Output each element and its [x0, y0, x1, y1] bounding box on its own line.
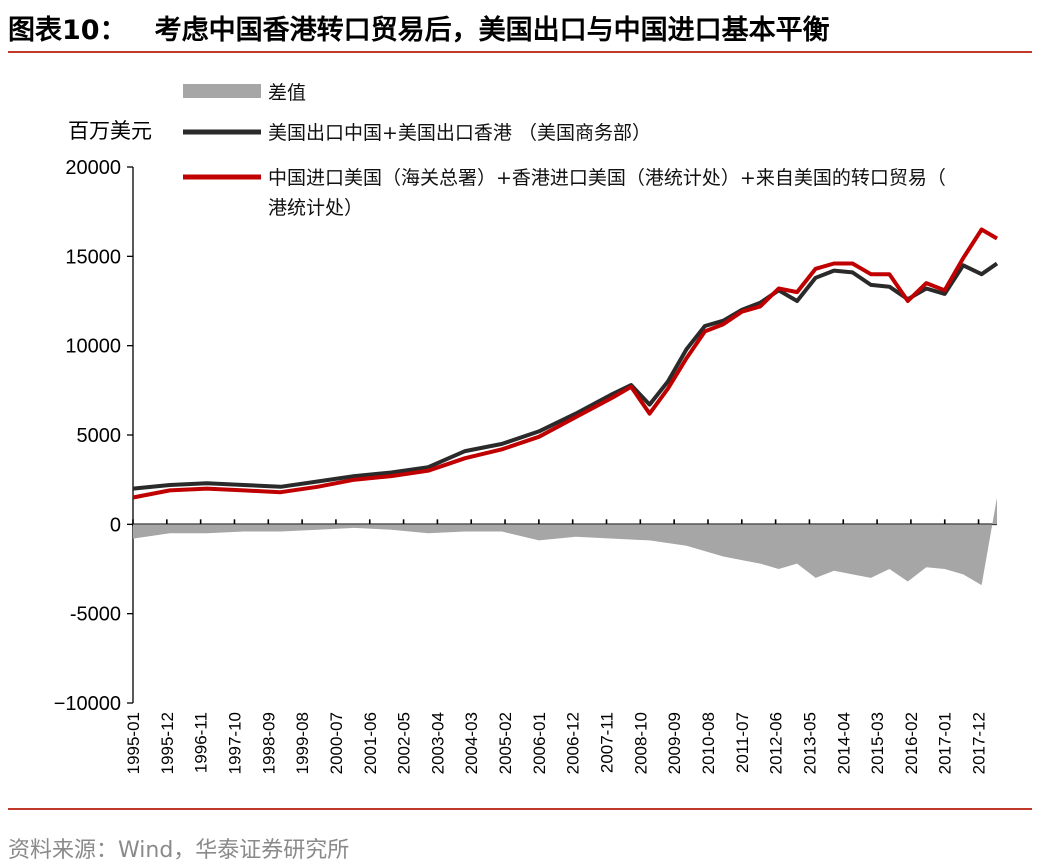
x-tick-label: 2017-12: [970, 712, 989, 774]
x-tick-label: 2007-11: [598, 712, 617, 773]
x-tick-label: 1995-01: [124, 712, 143, 774]
x-tick-label: 2017-01: [936, 712, 955, 774]
y-axis-unit-label: 百万美元: [68, 120, 152, 143]
x-tick-label: 1996-11: [192, 712, 211, 773]
y-tick-label: 10000: [65, 336, 121, 358]
legend-label: 港统计处）: [268, 197, 363, 219]
series-layer: [132, 227, 999, 586]
x-tick-label: 2010-08: [699, 712, 718, 774]
x-tick-label: 2011-07: [733, 712, 752, 773]
x-tick-label: 1998-09: [259, 712, 278, 774]
y-tick-label: −10000: [54, 693, 121, 715]
x-tick-label: 1997-10: [225, 712, 244, 774]
y-tick-label: -5000: [70, 604, 121, 626]
top-rule: [8, 51, 1032, 53]
figure-title: 图表10： 考虑中国香港转口贸易后，美国出口与中国进口基本平衡: [8, 8, 830, 47]
figure-label: 图表10：: [8, 15, 127, 46]
label-layer: −10000 -5000 0 5000 10000 15000 20000 百万美元 1995-…: [54, 120, 989, 774]
x-tick-label: 1995-12: [158, 712, 177, 774]
x-tick-label: 2002-05: [395, 712, 414, 774]
x-tick-label: 2015-03: [868, 712, 887, 774]
legend-label: 中国进口美国（海关总署）+香港进口美国（港统计处）+来自美国的转口贸易（: [268, 167, 946, 189]
x-tick-label: 1999-08: [293, 712, 312, 774]
legend-label: 差值: [268, 82, 306, 104]
x-tick-label: 2009-09: [665, 712, 684, 774]
series-area-difference: [133, 497, 997, 586]
x-tick-label: 2004-03: [462, 712, 481, 774]
y-tick-label: 5000: [77, 425, 122, 447]
x-tick-label: 2016-02: [902, 712, 921, 774]
legend-swatch: [183, 84, 261, 98]
x-tick-label: 2005-02: [496, 712, 515, 774]
y-tick-label: 0: [110, 514, 121, 536]
bottom-rule: [8, 808, 1032, 810]
x-tick-label: 2001-06: [361, 712, 380, 774]
source-note: 资料来源：Wind，华泰证券研究所: [8, 838, 350, 863]
legend-label: 美国出口中国+美国出口香港 （美国商务部）: [268, 122, 651, 144]
axes-layer: [127, 166, 997, 704]
x-tick-label: 2006-01: [530, 712, 549, 774]
x-tick-label: 2000-07: [327, 712, 346, 774]
x-tick-label: 2003-04: [428, 712, 447, 774]
x-tick-label: 2006-12: [564, 712, 583, 774]
y-tick-label: 15000: [65, 246, 121, 268]
figure-title-text: 考虑中国香港转口贸易后，美国出口与中国进口基本平衡: [154, 15, 830, 46]
x-tick-label: 2012-06: [767, 712, 786, 774]
x-tick-label: 2014-04: [834, 712, 853, 774]
y-tick-label: 20000: [65, 157, 121, 179]
x-tick-label: 2008-10: [631, 712, 650, 774]
series-line-china-imports: [132, 227, 999, 500]
x-tick-label: 2013-05: [800, 712, 819, 774]
series-line-us-exports: [132, 261, 999, 491]
